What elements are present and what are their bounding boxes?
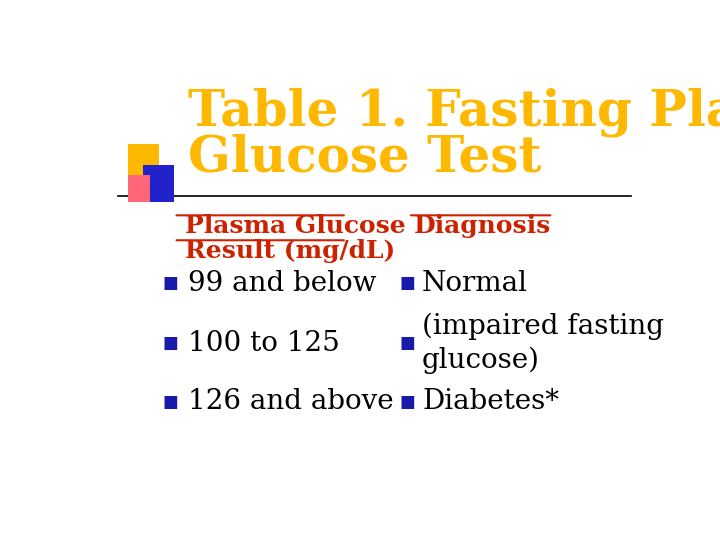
- Text: ■: ■: [400, 334, 415, 353]
- FancyBboxPatch shape: [128, 144, 158, 181]
- Text: Diagnosis: Diagnosis: [413, 214, 551, 239]
- Text: 99 and below: 99 and below: [188, 269, 376, 296]
- Text: Table 1. Fasting Plasma: Table 1. Fasting Plasma: [188, 88, 720, 137]
- Text: ■: ■: [163, 274, 179, 292]
- Text: Glucose Test: Glucose Test: [188, 134, 541, 183]
- FancyBboxPatch shape: [143, 165, 174, 202]
- Text: ■: ■: [400, 393, 415, 410]
- Text: (impaired fasting
glucose): (impaired fasting glucose): [422, 313, 664, 374]
- Text: ■: ■: [400, 274, 415, 292]
- Text: ■: ■: [163, 393, 179, 410]
- Text: ■: ■: [163, 334, 179, 353]
- FancyBboxPatch shape: [128, 175, 150, 202]
- Text: Diabetes*: Diabetes*: [422, 388, 559, 415]
- Text: 100 to 125: 100 to 125: [188, 330, 339, 357]
- Text: Normal: Normal: [422, 269, 528, 296]
- Text: Result (mg/dL): Result (mg/dL): [185, 239, 395, 264]
- Text: 126 and above: 126 and above: [188, 388, 393, 415]
- Text: Plasma Glucose: Plasma Glucose: [185, 214, 423, 239]
